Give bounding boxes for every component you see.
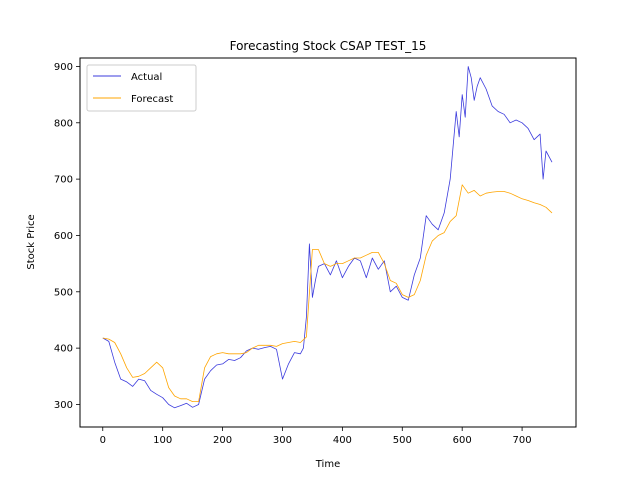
x-tick-label: 100 (153, 435, 172, 446)
series-line-actual (102, 66, 553, 409)
y-tick-label: 400 (54, 344, 73, 355)
legend-label-actual: Actual (131, 72, 162, 83)
y-tick-label: 700 (54, 175, 73, 186)
y-tick-label: 500 (54, 287, 73, 298)
x-tick-label: 0 (100, 435, 106, 446)
x-tick-label: 200 (213, 435, 232, 446)
x-tick-label: 600 (453, 435, 472, 446)
y-axis: 300 400 500 600 700 800 900 (54, 62, 80, 411)
plot-frame (79, 57, 577, 428)
y-axis-title: Stock Price (26, 214, 37, 269)
x-tick-label: 500 (393, 435, 412, 446)
series-line-forecast (102, 184, 553, 403)
y-tick-label: 800 (54, 118, 73, 129)
plot-lines (102, 66, 553, 409)
y-tick-label: 900 (54, 62, 73, 73)
x-tick-label: 400 (333, 435, 352, 446)
y-tick-label: 300 (54, 400, 73, 411)
x-tick-label: 300 (273, 435, 292, 446)
x-tick-label: 700 (513, 435, 532, 446)
chart-title: Forecasting Stock CSAP TEST_15 (230, 39, 427, 53)
legend: Actual Forecast (86, 64, 197, 112)
y-tick-label: 600 (54, 231, 73, 242)
x-axis: 0 100 200 300 400 500 600 700 (100, 427, 532, 446)
x-axis-title: Time (315, 459, 340, 470)
legend-label-forecast: Forecast (131, 94, 173, 105)
